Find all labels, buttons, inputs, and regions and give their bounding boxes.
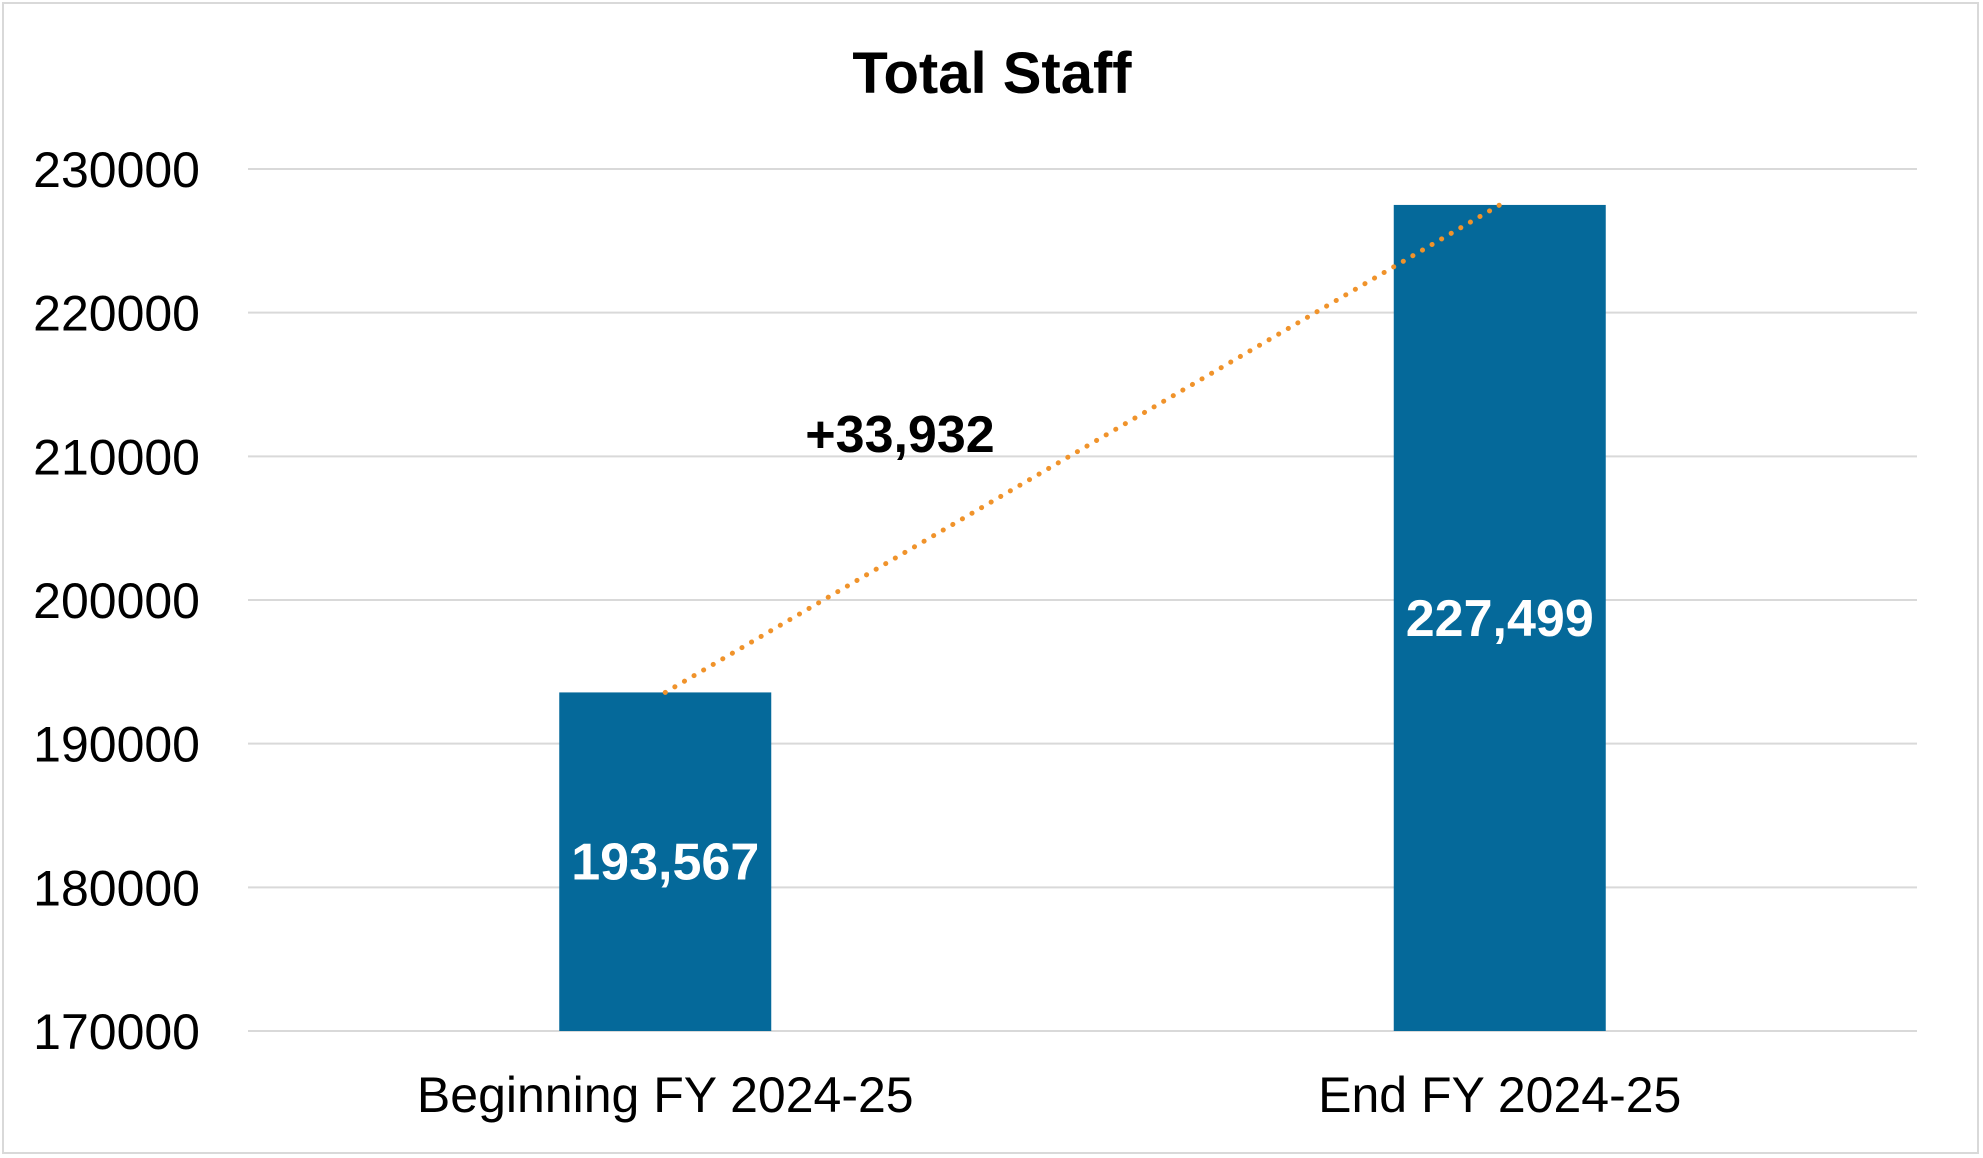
bar	[559, 692, 772, 1031]
x-axis-category-labels: Beginning FY 2024-25 End FY 2024-25	[417, 1067, 1681, 1123]
x-category-label: Beginning FY 2024-25	[417, 1067, 914, 1123]
y-tick-label: 220000	[33, 286, 200, 342]
annotation-layer: +33,932	[805, 406, 994, 464]
trend-line-layer	[662, 202, 1503, 695]
y-tick-label: 190000	[33, 717, 200, 773]
y-tick-label: 210000	[33, 429, 200, 485]
y-tick-label: 200000	[33, 573, 200, 629]
change-trend-line	[662, 202, 1503, 695]
data-labels: 193,567 227,499	[571, 590, 1593, 892]
x-category-label: End FY 2024-25	[1318, 1067, 1681, 1123]
bar-value-label: 227,499	[1406, 590, 1594, 648]
y-axis-tick-labels: 170000 180000 190000 200000 210000 220000 2300…	[33, 142, 200, 1060]
change-annotation: +33,932	[805, 406, 994, 464]
gridlines	[248, 168, 1917, 1032]
y-tick-label: 180000	[33, 860, 200, 916]
bar-value-label: 193,567	[571, 834, 759, 892]
bars	[559, 204, 1606, 1031]
bar	[1393, 204, 1606, 1031]
chart-title: Total Staff	[852, 41, 1132, 106]
y-tick-label: 170000	[33, 1004, 200, 1060]
y-tick-label: 230000	[33, 142, 200, 198]
